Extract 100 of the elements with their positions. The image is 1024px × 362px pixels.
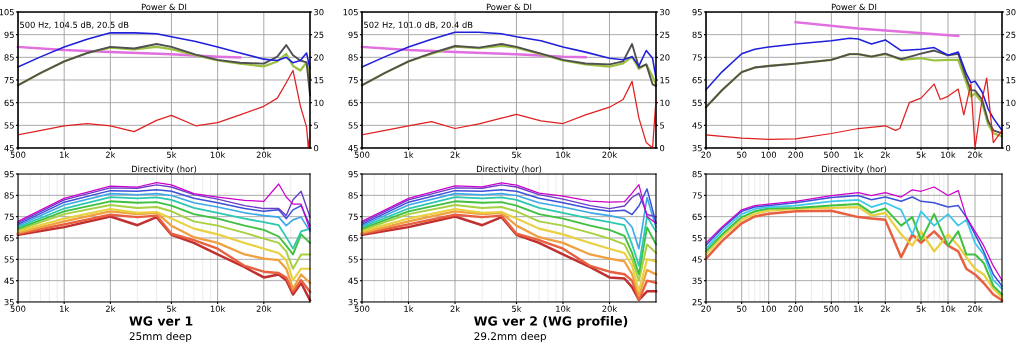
x-tick-label: 500 — [824, 305, 839, 312]
y-tick-label: 55 — [348, 256, 358, 263]
x-tick-label: 1k — [404, 305, 414, 312]
y-tick-label: 65 — [692, 76, 702, 84]
y2-tick-label: 25 — [314, 31, 324, 38]
y2-tick-label: 10 — [1006, 99, 1016, 106]
y-tick-label: 35 — [692, 144, 702, 152]
x-tick-label: 500 — [10, 305, 26, 312]
x-tick-label: 10k — [556, 151, 571, 158]
x-tick-label: 2k — [450, 151, 461, 158]
y-tick-label: 65 — [4, 99, 14, 106]
y-tick-label: 45 — [692, 122, 702, 129]
annotation: 500 Hz, 104.5 dB, 20.5 dB — [20, 21, 129, 29]
y2-tick-label: 0 — [1006, 144, 1011, 152]
y-tick-label: 95 — [692, 8, 702, 16]
y2-tick-label: 5 — [660, 122, 665, 129]
y2-tick-label: 10 — [314, 99, 324, 106]
x-tick-label: 50 — [737, 305, 747, 312]
x-tick-label: 20k — [256, 151, 272, 158]
x-tick-label: 2k — [105, 305, 116, 312]
y-tick-label: 85 — [4, 192, 14, 199]
x-tick-label: 5k — [167, 305, 177, 312]
y-tick-label: 65 — [348, 99, 358, 106]
y2-tick-label: 15 — [314, 77, 324, 84]
x-tick-label: 500 — [354, 151, 370, 158]
y-tick-label: 65 — [4, 234, 14, 242]
x-tick-label: 2k — [450, 305, 461, 312]
y2-tick-label: 25 — [660, 31, 670, 38]
text: WG ver 2 (WG profile) — [474, 316, 628, 329]
y2-tick-label: 10 — [660, 99, 670, 106]
y-tick-label: 45 — [348, 277, 358, 284]
y-tick-label: 75 — [4, 213, 14, 220]
y2-tick-label: 25 — [1006, 31, 1016, 38]
text: 29.2mm deep — [474, 332, 546, 343]
x-tick-label: 20 — [701, 151, 711, 158]
chart-title: Directivity (hor) — [821, 165, 887, 174]
x-tick-label: 100 — [761, 151, 777, 158]
y2-tick-label: 5 — [314, 122, 319, 129]
y2-tick-label: 0 — [660, 144, 665, 152]
x-tick-label: 2k — [105, 151, 116, 158]
x-tick-label: 1k — [60, 151, 70, 158]
y-tick-label: 45 — [4, 277, 14, 284]
y2-tick-label: 15 — [1006, 77, 1016, 84]
y-tick-label: 85 — [692, 170, 702, 178]
y-tick-label: 105 — [343, 8, 358, 16]
y-tick-label: 75 — [348, 77, 358, 84]
x-tick-label: 20k — [256, 305, 272, 312]
y2-tick-label: 30 — [1006, 8, 1016, 16]
y-tick-label: 95 — [4, 31, 14, 38]
y2-tick-label: 30 — [660, 8, 670, 16]
y-tick-label: 105 — [0, 8, 14, 16]
x-tick-label: 10k — [941, 305, 956, 312]
chart-title: Power & DI — [141, 3, 187, 11]
chart-title: Power & DI — [486, 3, 532, 11]
x-tick-label: 1k — [60, 305, 70, 312]
x-tick-label: 500 — [354, 305, 370, 312]
x-tick-label: 2k — [880, 305, 891, 312]
x-tick-label: 100 — [761, 305, 777, 312]
y-tick-label: 35 — [348, 298, 358, 306]
x-tick-label: 500 — [10, 151, 26, 158]
text: WG ver 1 — [129, 316, 193, 326]
y-tick-label: 75 — [692, 192, 702, 199]
x-tick-label: 200 — [788, 305, 804, 312]
x-tick-label: 5k — [512, 305, 522, 312]
x-tick-label: 10k — [210, 305, 226, 312]
text: 25mm deep — [129, 332, 192, 343]
y-tick-label: 85 — [692, 31, 702, 38]
x-tick-label: 20k — [602, 151, 618, 158]
y-tick-label: 25 — [692, 298, 702, 306]
y-tick-label: 35 — [692, 277, 702, 284]
y2-tick-label: 20 — [1006, 54, 1016, 61]
y-tick-label: 75 — [692, 54, 702, 61]
x-tick-label: 20k — [967, 151, 983, 158]
y-tick-label: 55 — [4, 256, 14, 263]
y-tick-label: 55 — [692, 99, 702, 106]
y2-tick-label: 15 — [660, 77, 670, 84]
x-tick-label: 20k — [602, 305, 618, 312]
x-tick-label: 5k — [167, 151, 177, 158]
y-tick-label: 85 — [348, 192, 358, 199]
y-tick-label: 55 — [348, 122, 358, 129]
x-tick-label: 1k — [854, 151, 864, 158]
x-tick-label: 5k — [512, 151, 522, 158]
x-tick-label: 20k — [967, 305, 983, 312]
x-tick-label: 10k — [210, 151, 226, 158]
y-tick-label: 35 — [4, 298, 14, 306]
y-tick-label: 95 — [4, 170, 14, 178]
x-tick-label: 10k — [941, 151, 956, 158]
y-tick-label: 55 — [4, 122, 14, 129]
chart-title: Directivity (hor) — [476, 165, 542, 174]
y2-tick-label: 20 — [660, 54, 670, 61]
y-tick-label: 65 — [348, 234, 358, 242]
y-tick-label: 75 — [4, 77, 14, 84]
x-tick-label: 1k — [854, 305, 864, 312]
y2-tick-label: 30 — [314, 8, 324, 16]
y2-tick-label: 5 — [1006, 122, 1011, 129]
x-tick-label: 50 — [737, 151, 747, 158]
x-tick-label: 500 — [824, 151, 839, 158]
chart-title: Power & DI — [831, 3, 877, 11]
y-tick-label: 45 — [348, 145, 358, 152]
y-tick-label: 85 — [348, 54, 358, 61]
